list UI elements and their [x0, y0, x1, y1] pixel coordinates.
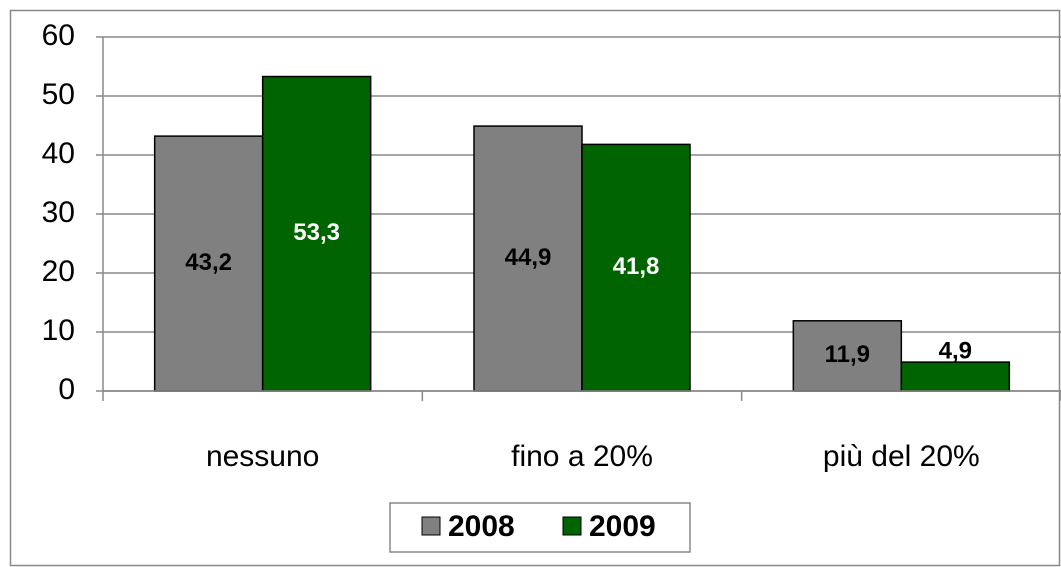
- bar: [581, 143, 691, 392]
- data-label: 44,9: [505, 244, 552, 271]
- data-label: 53,3: [293, 219, 340, 246]
- data-label: 11,9: [825, 341, 870, 368]
- data-label: 4,9: [939, 337, 972, 364]
- y-tick-label: 40: [42, 137, 75, 170]
- bar: [792, 320, 903, 392]
- bar: [153, 135, 264, 392]
- x-tick-label: fino a 20%: [511, 440, 653, 473]
- y-tick-label: 60: [42, 19, 75, 52]
- bar: [473, 125, 583, 392]
- legend-label: 2009: [589, 510, 656, 543]
- y-tick-label: 0: [58, 373, 75, 406]
- x-tick-label: più del 20%: [823, 440, 980, 473]
- data-label: 41,8: [613, 253, 660, 280]
- bar: [261, 75, 372, 392]
- legend-swatch: [562, 516, 582, 536]
- y-tick-label: 10: [42, 314, 75, 347]
- y-tick-label: 30: [42, 196, 75, 229]
- legend-label: 2008: [448, 510, 515, 543]
- bar: [900, 361, 1011, 392]
- x-tick-label: nessuno: [206, 440, 319, 473]
- y-tick-label: 20: [42, 255, 75, 288]
- legend-swatch: [421, 516, 441, 536]
- data-label: 43,2: [185, 249, 232, 276]
- y-tick-label: 50: [42, 78, 75, 111]
